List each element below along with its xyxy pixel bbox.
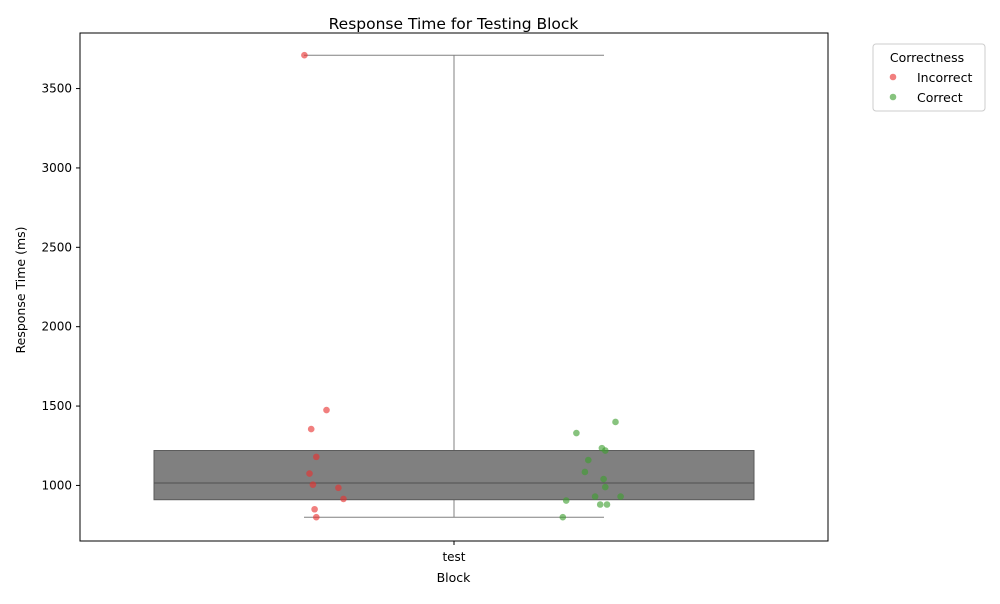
data-point-incorrect bbox=[313, 453, 320, 461]
data-point-correct bbox=[602, 483, 609, 491]
data-point-incorrect bbox=[306, 470, 313, 477]
y-tick-label: 1000 bbox=[41, 478, 72, 492]
iqr-box bbox=[153, 450, 755, 501]
y-axis-label: Response Time (ms) bbox=[13, 226, 28, 353]
data-point-correct bbox=[617, 493, 624, 500]
data-point-correct bbox=[612, 418, 619, 426]
data-point-correct bbox=[585, 456, 592, 464]
data-point-incorrect bbox=[311, 505, 318, 513]
data-point-correct bbox=[581, 468, 589, 476]
data-point-incorrect bbox=[309, 481, 317, 488]
series-correct bbox=[559, 418, 624, 521]
legend-marker-incorrect bbox=[889, 73, 897, 81]
y-tick-label: 2500 bbox=[41, 240, 72, 254]
data-point-incorrect bbox=[301, 51, 308, 59]
data-point-correct bbox=[591, 493, 599, 500]
plot-area bbox=[153, 51, 755, 521]
data-point-incorrect bbox=[340, 495, 347, 503]
y-tick-label: 2000 bbox=[41, 320, 72, 334]
chart-title: Response Time for Testing Block bbox=[329, 15, 579, 33]
data-point-incorrect bbox=[307, 425, 315, 433]
x-axis-label: Block bbox=[437, 570, 472, 585]
data-point-correct bbox=[562, 497, 570, 504]
y-tick-label: 3500 bbox=[41, 82, 72, 96]
series-incorrect bbox=[301, 51, 347, 521]
y-tick-label: 1500 bbox=[41, 399, 72, 413]
data-point-incorrect bbox=[313, 513, 320, 521]
data-point-correct bbox=[559, 513, 567, 521]
legend-marker-correct bbox=[889, 93, 897, 101]
data-point-correct bbox=[596, 501, 604, 508]
axes: 1000 1500 2000 2500 3000 3500 test bbox=[41, 32, 829, 564]
data-point-correct bbox=[573, 429, 580, 437]
data-point-incorrect bbox=[335, 484, 342, 492]
legend: Correctness Incorrect Correct bbox=[872, 43, 986, 112]
legend-frame bbox=[872, 43, 986, 112]
data-point-incorrect bbox=[323, 406, 330, 414]
legend-title: Correctness bbox=[890, 50, 964, 65]
x-tick-label: test bbox=[442, 550, 465, 564]
legend-entries: Incorrect Correct bbox=[889, 70, 972, 105]
data-point-correct bbox=[603, 501, 611, 508]
legend-label-correct: Correct bbox=[917, 90, 963, 105]
data-point-correct bbox=[602, 447, 609, 454]
legend-label-incorrect: Incorrect bbox=[917, 70, 972, 85]
data-point-correct bbox=[600, 475, 607, 483]
y-tick-label: 3000 bbox=[41, 161, 72, 175]
